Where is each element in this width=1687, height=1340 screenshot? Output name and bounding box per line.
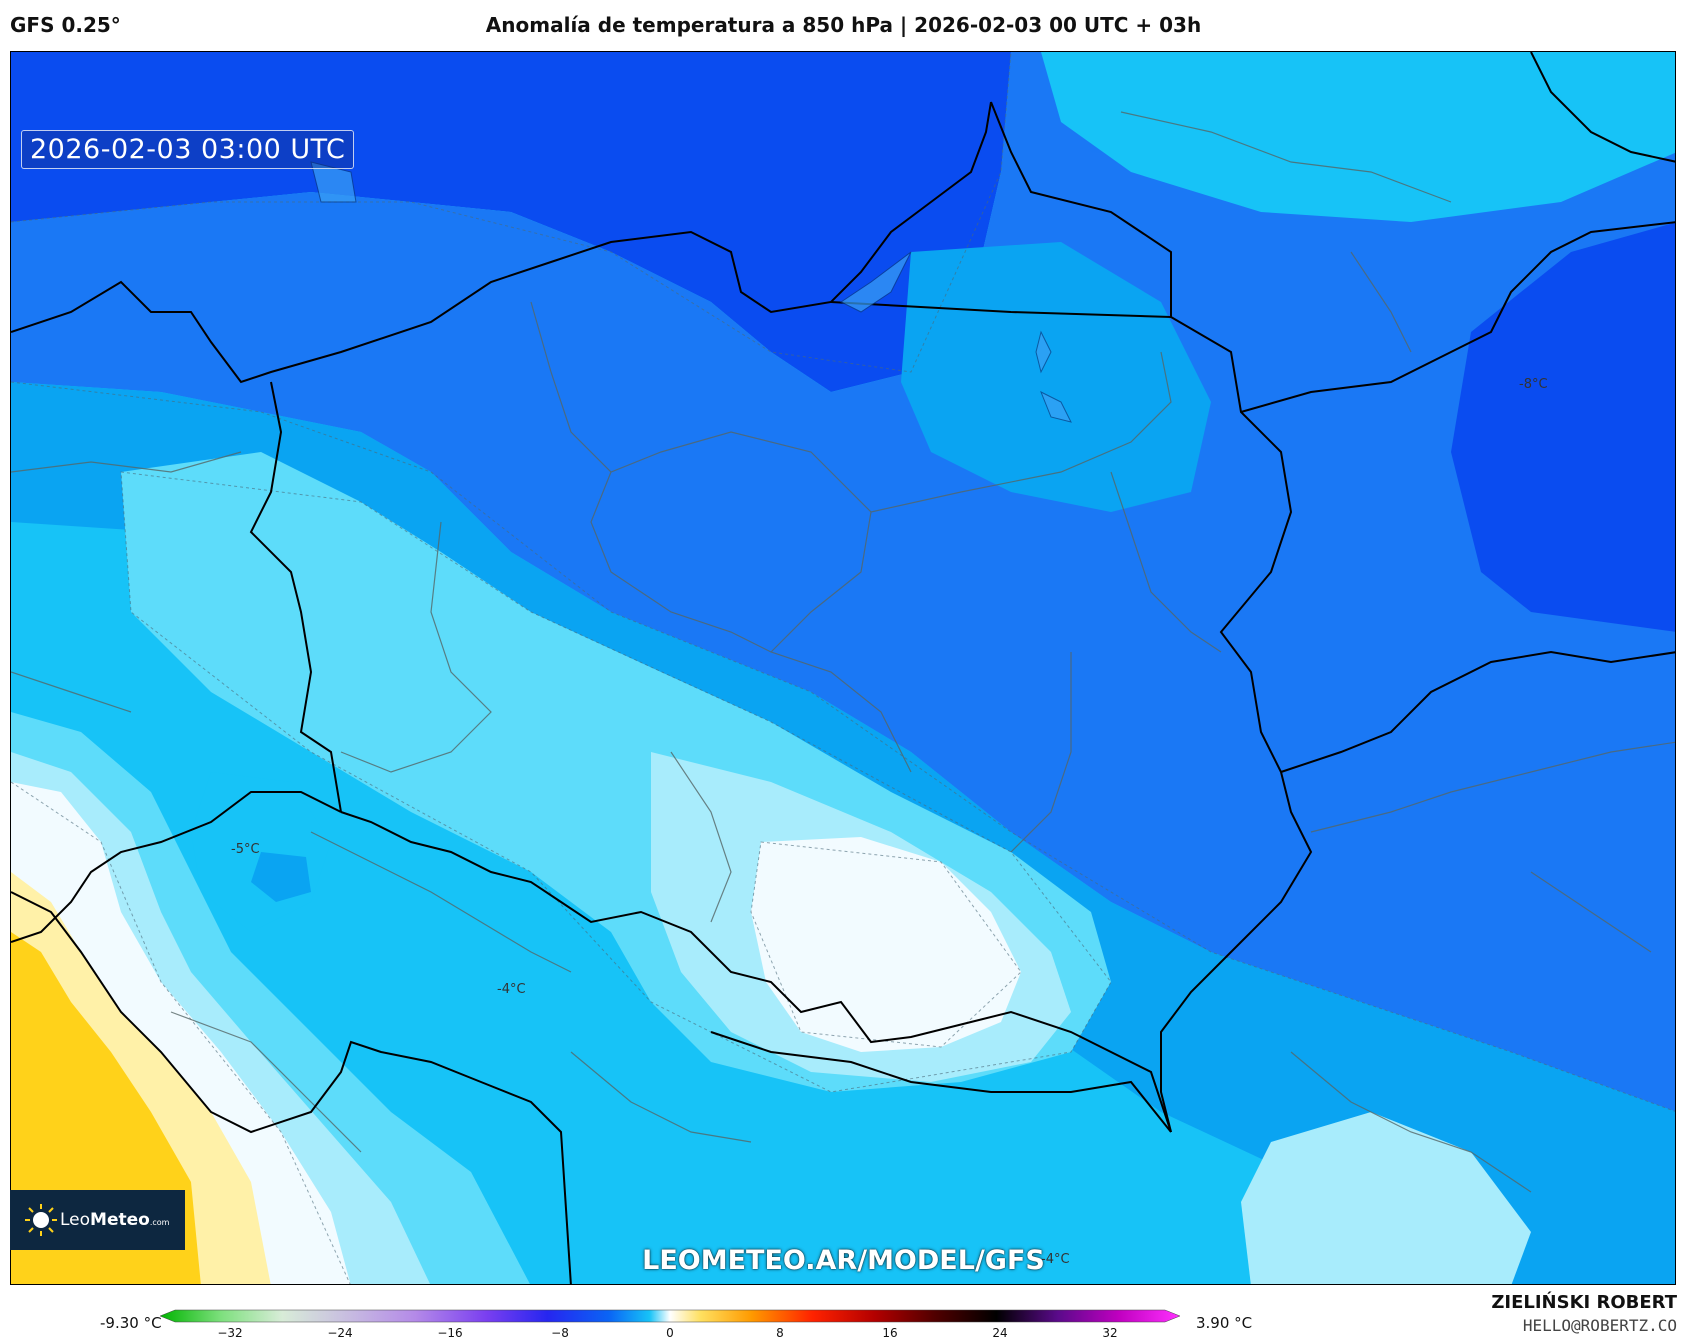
water-features <box>310 161 1072 423</box>
colorbar-tick-label: 16 <box>882 1326 898 1340</box>
colorbar-min-label: -9.30 °C <box>100 1314 162 1332</box>
model-name: GFS 0.25° <box>10 13 121 37</box>
colorbar-tick-label: −32 <box>217 1326 243 1340</box>
map-canvas <box>11 52 1675 1284</box>
contour-label: -5°C <box>231 842 260 857</box>
colorbar-tick-label: −24 <box>327 1326 353 1340</box>
temperature-anomaly-map[interactable]: 2026-02-03 03:00 UTC -8°C -5°C -4°C -4°C <box>10 51 1676 1285</box>
contour-label: -4°C <box>497 982 526 997</box>
field-pale-cyan-southeast <box>1241 1112 1531 1284</box>
leometeo-logo[interactable]: LeoMeteo.com <box>10 1190 185 1250</box>
field-deep-blue-east <box>1451 222 1675 632</box>
colorbar-max-label: 3.90 °C <box>1196 1314 1253 1332</box>
valid-time-label: 2026-02-03 03:00 UTC <box>21 130 355 169</box>
country-borders <box>11 52 1675 1284</box>
colorbar-tick-label: 32 <box>1102 1326 1118 1340</box>
colorbar-tick-label: 8 <box>776 1326 784 1340</box>
sun-icon <box>25 1204 57 1236</box>
field-deep-blue-north <box>11 52 1011 392</box>
contour-lines <box>11 52 1675 1284</box>
region-borders <box>11 111 1675 1193</box>
field-cyan-northeast <box>1041 52 1675 222</box>
map-title: Anomalía de temperatura a 850 hPa | 2026… <box>485 13 1202 37</box>
logo-text: LeoMeteo.com <box>60 1210 170 1230</box>
contour-label: -4°C <box>1041 1252 1070 1267</box>
field-white-center <box>751 837 1021 1052</box>
author-credit: ZIELIŃSKI ROBERT <box>1491 1292 1677 1313</box>
contour-label: -8°C <box>1519 377 1548 392</box>
field-mid-blue-patch-small <box>251 852 311 902</box>
colorbar <box>159 1309 1181 1323</box>
colorbar-tick-label: 24 <box>992 1326 1008 1340</box>
author-email[interactable]: HELLO@ROBERTZ.CO <box>1522 1316 1677 1335</box>
colorbar-tick-label: −16 <box>437 1326 463 1340</box>
colorbar-tick-label: 0 <box>666 1326 674 1340</box>
site-url: LEOMETEO.AR/MODEL/GFS <box>642 1245 1045 1276</box>
field-blue-band <box>11 52 1675 1112</box>
colorbar-tick-label: −8 <box>551 1326 569 1340</box>
